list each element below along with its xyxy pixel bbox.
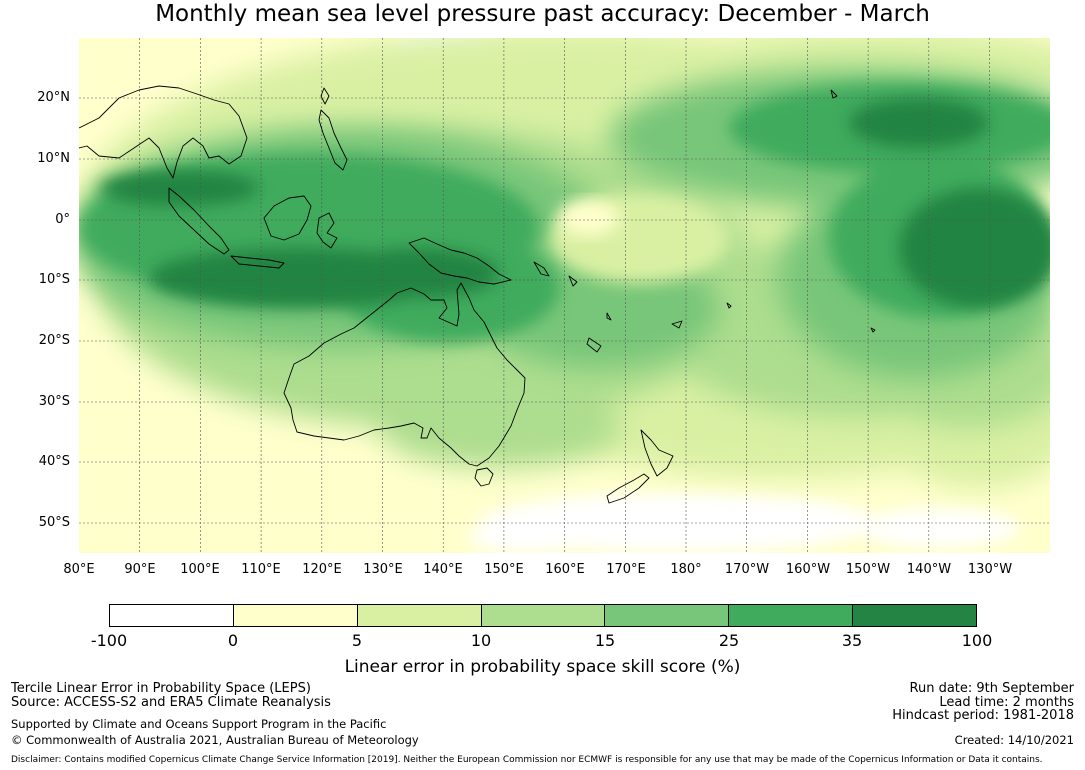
footer-run-date: Run date: 9th September <box>909 681 1074 696</box>
lat-label-20n: 20°N <box>37 90 70 105</box>
lon-label-130w: 130°W <box>967 562 1013 577</box>
colorbar-segment <box>853 605 977 626</box>
map-title: Monthly mean sea level pressure past acc… <box>155 1 930 27</box>
java-coast <box>230 255 285 269</box>
lat-label-10s: 10°S <box>38 272 70 287</box>
lon-label-170e: 170°E <box>606 562 646 577</box>
lon-label-90e: 90°E <box>124 562 156 577</box>
footer-disclaimer: Disclaimer: Contains modified Copernicus… <box>11 755 1043 765</box>
lat-label-0: 0° <box>55 212 70 227</box>
skill-score-map <box>79 38 1050 553</box>
colorbar-tick: 100 <box>961 631 993 650</box>
tasmania-coast <box>474 467 494 487</box>
colorbar <box>109 604 977 627</box>
lat-label-20s: 20°S <box>38 333 70 348</box>
colorbar-segment <box>357 605 482 626</box>
lat-label-40s: 40°S <box>38 454 70 469</box>
taiwan-coast <box>320 87 330 105</box>
sumatra-coast <box>168 187 230 255</box>
lon-label-120e: 120°E <box>302 562 342 577</box>
footer-lead-time: Lead time: 2 months <box>939 695 1074 710</box>
lon-label-140w: 140°W <box>906 562 952 577</box>
lon-label-130e: 130°E <box>363 562 403 577</box>
colorbar-tick: 10 <box>470 631 492 650</box>
colorbar-tick: 5 <box>351 631 363 650</box>
lon-label-150e: 150°E <box>484 562 524 577</box>
colorbar-tick: 0 <box>227 631 239 650</box>
lon-label-160e: 160°E <box>545 562 585 577</box>
graticule <box>79 38 1050 553</box>
lon-label-80e: 80°E <box>63 562 95 577</box>
colorbar-tick: 15 <box>594 631 616 650</box>
new-guinea-coast <box>408 237 512 285</box>
colorbar-tick: 25 <box>718 631 740 650</box>
borneo-coast <box>263 195 312 241</box>
footer-copyright: © Commonwealth of Australia 2021, Austra… <box>11 733 419 747</box>
nz-north-coast <box>640 429 674 477</box>
lat-label-50s: 50°S <box>38 515 70 530</box>
colorbar-tick: 35 <box>841 631 863 650</box>
footer-source: Source: ACCESS-S2 and ERA5 Climate Reana… <box>11 695 331 710</box>
footer-hindcast: Hindcast period: 1981-2018 <box>892 708 1074 723</box>
australia-coast <box>283 282 526 467</box>
footer-method: Tercile Linear Error in Probability Spac… <box>11 681 311 696</box>
lat-label-30s: 30°S <box>38 394 70 409</box>
footer-created: Created: 14/10/2021 <box>954 733 1074 747</box>
lon-label-110e: 110°E <box>241 562 281 577</box>
lon-label-180: 180° <box>670 562 702 577</box>
nz-south-coast <box>606 473 650 504</box>
philippines-coast <box>318 109 348 171</box>
colorbar-segment <box>729 605 854 626</box>
footer-support: Supported by Climate and Oceans Support … <box>11 717 387 731</box>
lat-label-10n: 10°N <box>37 151 70 166</box>
lon-label-170w: 170°W <box>724 562 770 577</box>
coastlines <box>79 85 876 504</box>
colorbar-label: Linear error in probability space skill … <box>344 657 741 677</box>
colorbar-segment <box>233 605 358 626</box>
asia-coast <box>79 85 248 179</box>
band-35-100 <box>99 98 1050 308</box>
lon-label-100e: 100°E <box>180 562 220 577</box>
colorbar-segment <box>481 605 606 626</box>
colorbar-segment <box>110 605 234 626</box>
lon-label-150w: 150°W <box>845 562 891 577</box>
colorbar-tick: -100 <box>90 631 128 650</box>
lon-label-160w: 160°W <box>785 562 831 577</box>
colorbar-segment <box>605 605 730 626</box>
lon-label-140e: 140°E <box>423 562 463 577</box>
sulawesi-coast <box>316 212 338 249</box>
